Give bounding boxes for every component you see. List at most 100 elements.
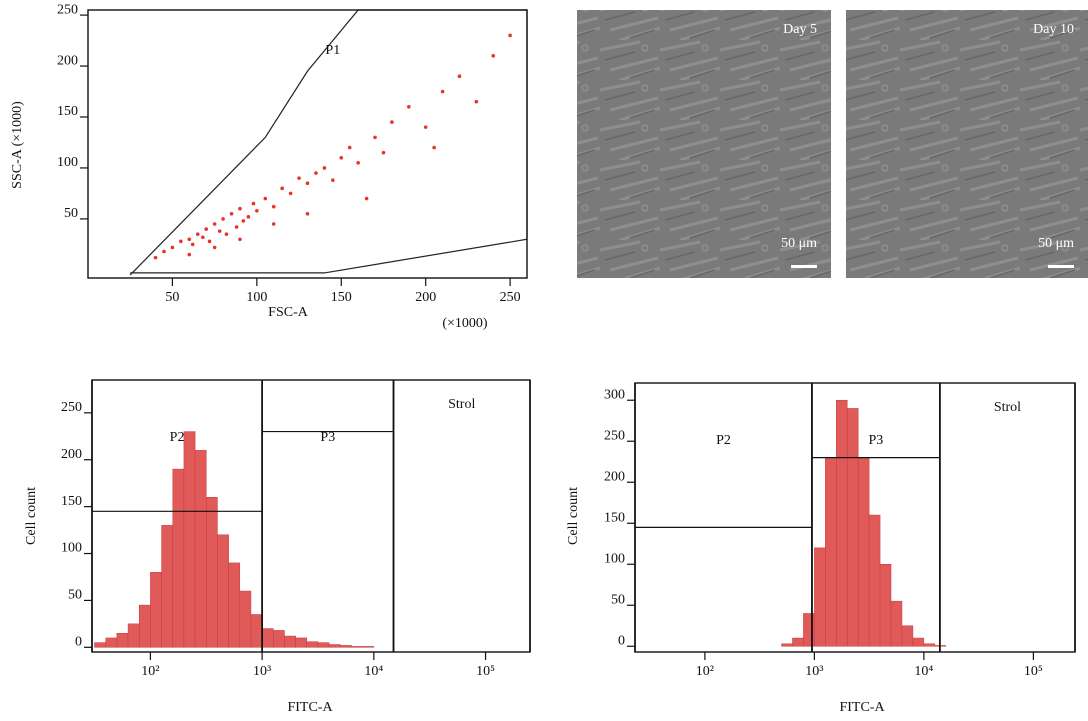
y-tick-label: 150: [61, 494, 82, 509]
dot: [280, 186, 284, 191]
dot: [241, 219, 246, 223]
dot: [201, 235, 205, 240]
y-tick-label: 100: [61, 541, 82, 556]
hist-bar: [295, 637, 308, 648]
x-unit-label: (×1000): [442, 316, 488, 331]
dot: [508, 33, 512, 38]
hist-bar: [836, 399, 848, 647]
dot: [212, 245, 217, 250]
hist-bar: [127, 623, 140, 648]
y-axis-label: Cell count: [566, 487, 581, 545]
dot: [190, 242, 195, 247]
hist-bar: [284, 635, 296, 648]
hist-bar: [183, 431, 196, 648]
plot-frame: [91, 379, 531, 653]
hist-bar: [273, 630, 285, 648]
dot: [314, 171, 318, 175]
dot: [373, 135, 377, 140]
x-tick-label: 10³: [805, 664, 823, 679]
gate-label: P3: [320, 430, 335, 445]
gate-label: Strol: [994, 400, 1021, 415]
dot: [238, 206, 242, 211]
hist-bar: [105, 637, 118, 648]
hist-bar: [194, 450, 207, 648]
x-tick-label: 250: [500, 290, 521, 305]
scale-bar-label: 50 μm: [1038, 236, 1074, 251]
y-tick-label: 200: [604, 469, 625, 484]
hist-bar: [250, 614, 263, 648]
scale-bar: [1048, 265, 1074, 268]
hist-bar: [362, 646, 375, 648]
dot: [234, 225, 239, 229]
hist-bar: [317, 642, 330, 648]
dot: [297, 176, 301, 180]
x-tick-label: 10³: [253, 664, 271, 679]
gate-label: P2: [170, 430, 185, 445]
dot: [322, 166, 327, 170]
hist-bar: [901, 625, 914, 647]
y-tick-label: 100: [604, 551, 625, 566]
dot: [347, 145, 352, 150]
dot: [204, 227, 208, 231]
gate-label: P2: [716, 433, 731, 448]
x-tick-label: 10²: [141, 664, 159, 679]
dot: [381, 150, 386, 155]
dot: [195, 232, 200, 236]
dot: [212, 222, 217, 226]
hist-bar: [150, 572, 162, 648]
hist-bar: [306, 641, 319, 648]
dot: [331, 178, 335, 182]
y-tick-label: 150: [604, 510, 625, 525]
hist-bar: [351, 646, 363, 648]
gate-label: P3: [869, 433, 884, 448]
dot: [432, 145, 436, 150]
y-tick-label: 0: [618, 633, 625, 648]
dot: [246, 215, 251, 219]
dot: [339, 155, 344, 160]
dot: [288, 191, 293, 196]
dot: [305, 212, 310, 216]
dot: [390, 120, 394, 124]
hist-bar: [217, 534, 229, 648]
hist-bar: [814, 547, 826, 647]
hist-bar: [116, 632, 129, 648]
x-tick-label: 50: [165, 290, 179, 305]
y-tick-label: 250: [604, 428, 625, 443]
dot: [263, 196, 268, 201]
dot: [423, 125, 428, 129]
dot: [407, 105, 411, 109]
hist-bar: [261, 628, 274, 648]
y-axis-label: Cell count: [24, 487, 39, 545]
dot: [356, 161, 360, 165]
hist-bar: [846, 408, 859, 647]
x-tick-label: 10⁴: [914, 664, 933, 679]
dot: [217, 229, 222, 233]
y-tick-label: 100: [57, 155, 78, 170]
dot: [162, 249, 166, 254]
hist-bar: [138, 604, 151, 648]
dot: [229, 212, 234, 216]
x-tick-label: 200: [415, 290, 436, 305]
hist-bar: [161, 525, 174, 648]
dot: [224, 232, 229, 236]
x-tick-label: 150: [331, 290, 352, 305]
y-tick-label: 50: [611, 592, 625, 607]
image-label: Day 5: [783, 22, 817, 37]
y-axis-label: SSC-A (×1000): [10, 101, 25, 189]
dot: [457, 74, 462, 79]
x-axis-label: FITC-A: [839, 700, 885, 715]
x-axis-label: FSC-A: [268, 305, 309, 320]
plot-frame: [87, 9, 528, 279]
scale-bar-label: 50 μm: [781, 236, 817, 251]
scale-bar: [791, 265, 817, 268]
dot: [187, 252, 192, 257]
gate-label: Strol: [448, 397, 475, 412]
x-tick-label: 10²: [696, 664, 714, 679]
y-tick-label: 250: [57, 2, 78, 17]
hist-bar: [868, 514, 881, 647]
y-tick-label: 200: [57, 53, 78, 68]
hist-bar: [923, 643, 936, 647]
dot: [271, 222, 276, 226]
y-tick-label: 300: [604, 387, 625, 402]
